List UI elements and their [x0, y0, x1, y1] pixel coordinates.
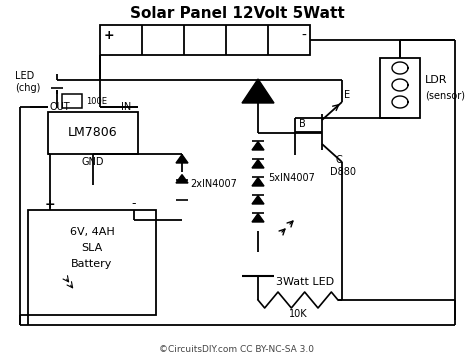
Text: 3Watt LED: 3Watt LED [276, 277, 334, 287]
Polygon shape [252, 178, 264, 186]
Polygon shape [51, 267, 63, 275]
Polygon shape [176, 175, 188, 183]
Text: GND: GND [82, 157, 104, 167]
Polygon shape [252, 142, 264, 150]
Text: D880: D880 [330, 167, 356, 177]
Text: LED: LED [15, 71, 34, 81]
Text: C: C [336, 155, 343, 165]
Text: E: E [344, 90, 350, 100]
Bar [380, 58, 420, 118]
Text: IN: IN [121, 102, 131, 112]
Text: ©CircuitsDIY.com CC BY-NC-SA 3.0: ©CircuitsDIY.com CC BY-NC-SA 3.0 [159, 344, 315, 354]
Text: LM7806: LM7806 [68, 126, 118, 140]
Text: 5xIN4007: 5xIN4007 [268, 173, 315, 183]
Polygon shape [176, 154, 188, 163]
Polygon shape [252, 214, 264, 222]
Bar [48, 112, 138, 154]
Text: 6V, 4AH: 6V, 4AH [70, 227, 114, 237]
Polygon shape [252, 196, 264, 204]
Text: (chg): (chg) [15, 83, 40, 93]
Text: +: + [104, 29, 115, 42]
Bar [28, 210, 156, 315]
Text: -: - [301, 29, 306, 43]
Text: +: + [45, 197, 55, 211]
Text: 100E: 100E [86, 97, 107, 105]
Text: 2xIN4007: 2xIN4007 [190, 179, 237, 189]
Text: (sensor): (sensor) [425, 91, 465, 101]
Polygon shape [242, 79, 274, 103]
Text: B: B [299, 119, 306, 129]
Bar [62, 94, 82, 108]
Text: OUT: OUT [50, 102, 70, 112]
Polygon shape [252, 160, 264, 168]
Text: LDR: LDR [425, 75, 447, 85]
Text: Battery: Battery [71, 259, 113, 269]
Bar [100, 25, 310, 55]
Text: 10K: 10K [289, 309, 307, 319]
Text: -: - [132, 197, 136, 211]
Text: Solar Panel 12Volt 5Watt: Solar Panel 12Volt 5Watt [129, 6, 345, 22]
Text: SLA: SLA [82, 243, 103, 253]
